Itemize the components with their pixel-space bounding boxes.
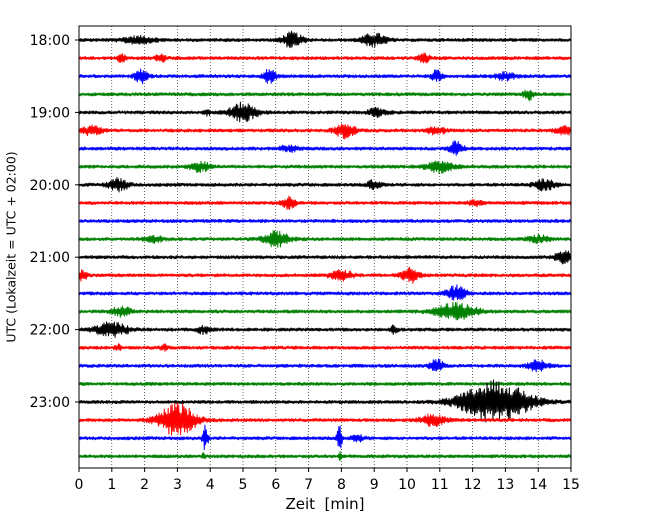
x-tick-label-10: 10 [398, 477, 416, 493]
seismogram-traces [78, 30, 572, 461]
x-tick-label-13: 13 [496, 477, 514, 493]
trace-row-15 [78, 301, 572, 321]
trace-row-13 [78, 266, 572, 284]
trace-row-12 [78, 250, 572, 265]
trace-row-0 [78, 30, 572, 49]
x-tick-label-2: 2 [140, 477, 149, 493]
y-tick-label-20:00: 20:00 [30, 178, 70, 194]
y-tick-label-21:00: 21:00 [30, 250, 70, 266]
trace-row-22 [78, 424, 572, 451]
x-tick-label-7: 7 [304, 477, 313, 493]
trace-row-3 [78, 89, 572, 102]
x-tick-label-8: 8 [337, 477, 346, 493]
x-tick-label-12: 12 [464, 477, 482, 493]
trace-row-16 [78, 321, 572, 338]
x-axis-label: Zeit [min] [285, 495, 364, 513]
trace-row-2 [78, 68, 572, 85]
trace-row-6 [78, 140, 572, 156]
y-tick-label-19:00: 19:00 [30, 105, 70, 121]
trace-row-19 [78, 381, 572, 387]
x-tick-label-15: 15 [562, 477, 580, 493]
y-tick-label-18:00: 18:00 [30, 33, 70, 49]
trace-row-1 [78, 52, 572, 64]
trace-row-9 [78, 195, 572, 210]
trace-row-11 [78, 230, 572, 248]
x-tick-label-1: 1 [107, 477, 116, 493]
x-tick-label-11: 11 [431, 477, 449, 493]
x-tick-label-3: 3 [173, 477, 182, 493]
trace-row-21 [78, 402, 572, 436]
plot-frame [78, 25, 572, 469]
trace-row-23 [78, 451, 572, 461]
x-tick-label-14: 14 [529, 477, 547, 493]
y-tick-label-22:00: 22:00 [30, 323, 70, 339]
x-tick-label-0: 0 [75, 477, 84, 493]
trace-row-14 [78, 284, 572, 301]
trace-row-8 [78, 176, 572, 193]
x-tick-label-4: 4 [206, 477, 215, 493]
y-tick-label-23:00: 23:00 [30, 395, 70, 411]
trace-row-17 [78, 343, 572, 352]
x-axis-ticks: 0 1 2 3 4 5 6 7 8 9 10 11 12 13 14 15 [75, 468, 580, 493]
x-tick-label-5: 5 [239, 477, 248, 493]
x-tick-label-9: 9 [370, 477, 379, 493]
trace-row-20 [78, 379, 572, 423]
y-axis-label: UTC (Lokalzeit = UTC + 02:00) [4, 151, 19, 342]
trace-row-18 [78, 358, 572, 373]
trace-row-4 [78, 101, 572, 123]
trace-row-5 [78, 123, 572, 140]
x-tick-label-6: 6 [271, 477, 280, 493]
y-axis-ticks: 18:00 19:00 20:00 21:00 22:00 23:00 [30, 33, 79, 411]
trace-row-10 [78, 218, 572, 224]
trace-row-7 [78, 160, 572, 174]
